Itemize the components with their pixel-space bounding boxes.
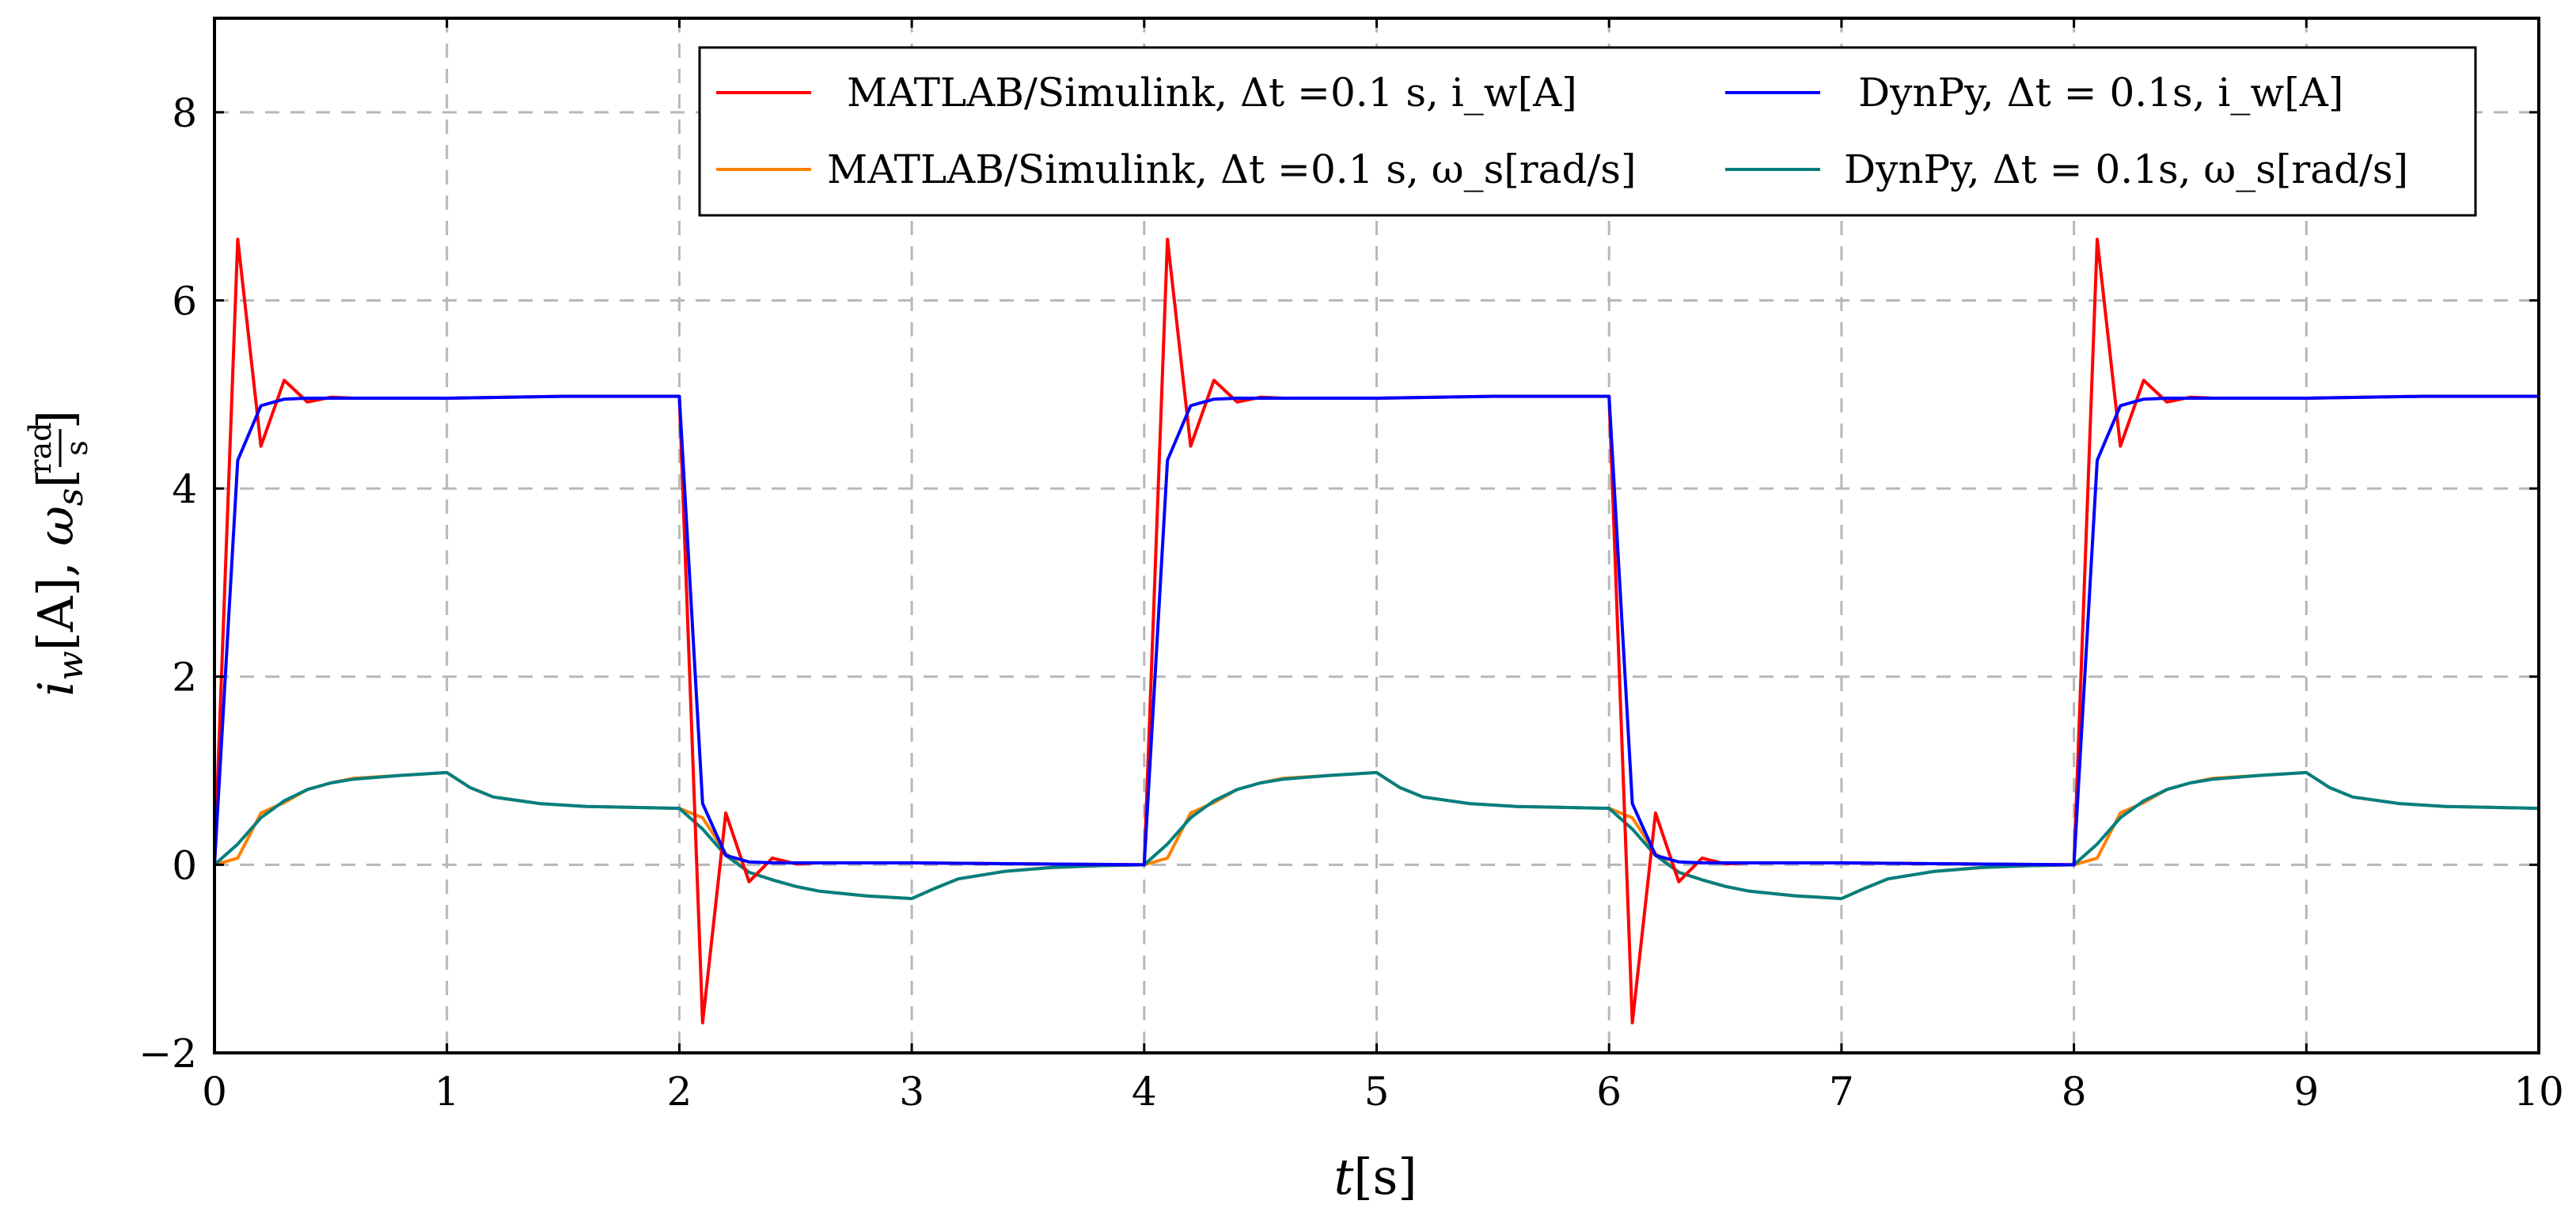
- y-axis-title: iw[A], ωs[ rad s ]: [23, 410, 94, 697]
- svg-text:]: ]: [27, 410, 85, 429]
- x-tick-label: 1: [434, 1069, 460, 1115]
- y-tick-label: 6: [172, 278, 197, 324]
- y-tick-label: 8: [172, 90, 197, 136]
- y-axis-title-w-sub: s: [51, 488, 91, 506]
- y-axis-title-i-sub: w: [51, 651, 91, 681]
- y-axis-title-w: ω: [27, 506, 85, 546]
- data-series: [213, 237, 2540, 1024]
- legend-box: [698, 46, 2477, 217]
- x-tick-label: 10: [2513, 1069, 2564, 1115]
- y-tick-label: 2: [172, 655, 197, 701]
- legend-label-dynpy-speed: DynPy, Δt = 0.1s, ω_s[rad/s]: [1844, 146, 2408, 192]
- x-axis-title-var: t: [1334, 1148, 1353, 1206]
- legend-label-matlab-current: MATLAB/Simulink, Δt =0.1 s, i_w[A]: [847, 70, 1577, 116]
- legend-label-matlab-speed: MATLAB/Simulink, Δt =0.1 s, ω_s[rad/s]: [827, 146, 1636, 192]
- x-tick-label: 6: [1596, 1069, 1622, 1115]
- x-tick-label: 7: [1829, 1069, 1854, 1115]
- series-line-dynpy-current: [213, 394, 2539, 867]
- x-tick-label: 0: [202, 1069, 227, 1115]
- x-tick-label: 2: [666, 1069, 692, 1115]
- x-axis-title: t[s]: [1334, 1148, 1417, 1206]
- series-line-dynpy-speed: [213, 770, 2540, 901]
- x-tick-label: 8: [2062, 1069, 2087, 1115]
- x-tick-label: 9: [2293, 1069, 2319, 1115]
- x-tick-label: 5: [1364, 1069, 1390, 1115]
- x-tick-label: 3: [899, 1069, 924, 1115]
- y-axis-title-i-unit: [A],: [27, 546, 85, 652]
- y-axis-title-i: i: [27, 681, 85, 697]
- y-tick-label: 0: [172, 842, 197, 888]
- x-tick-label: 4: [1132, 1069, 1157, 1115]
- y-tick-label: 4: [172, 466, 197, 512]
- legend: MATLAB/Simulink, Δt =0.1 s, i_w[A] DynPy…: [698, 46, 2477, 217]
- svg-text:iw[A], ωs[: iw[A], ωs[: [27, 469, 91, 696]
- y-tick-label: −2: [138, 1031, 197, 1077]
- x-axis-title-unit: [s]: [1353, 1148, 1417, 1206]
- y-axis-title-frac-den: s: [59, 440, 94, 456]
- y-axis-title-frac-num: rad: [23, 422, 58, 473]
- legend-label-dynpy-current: DynPy, Δt = 0.1s, i_w[A]: [1858, 70, 2343, 116]
